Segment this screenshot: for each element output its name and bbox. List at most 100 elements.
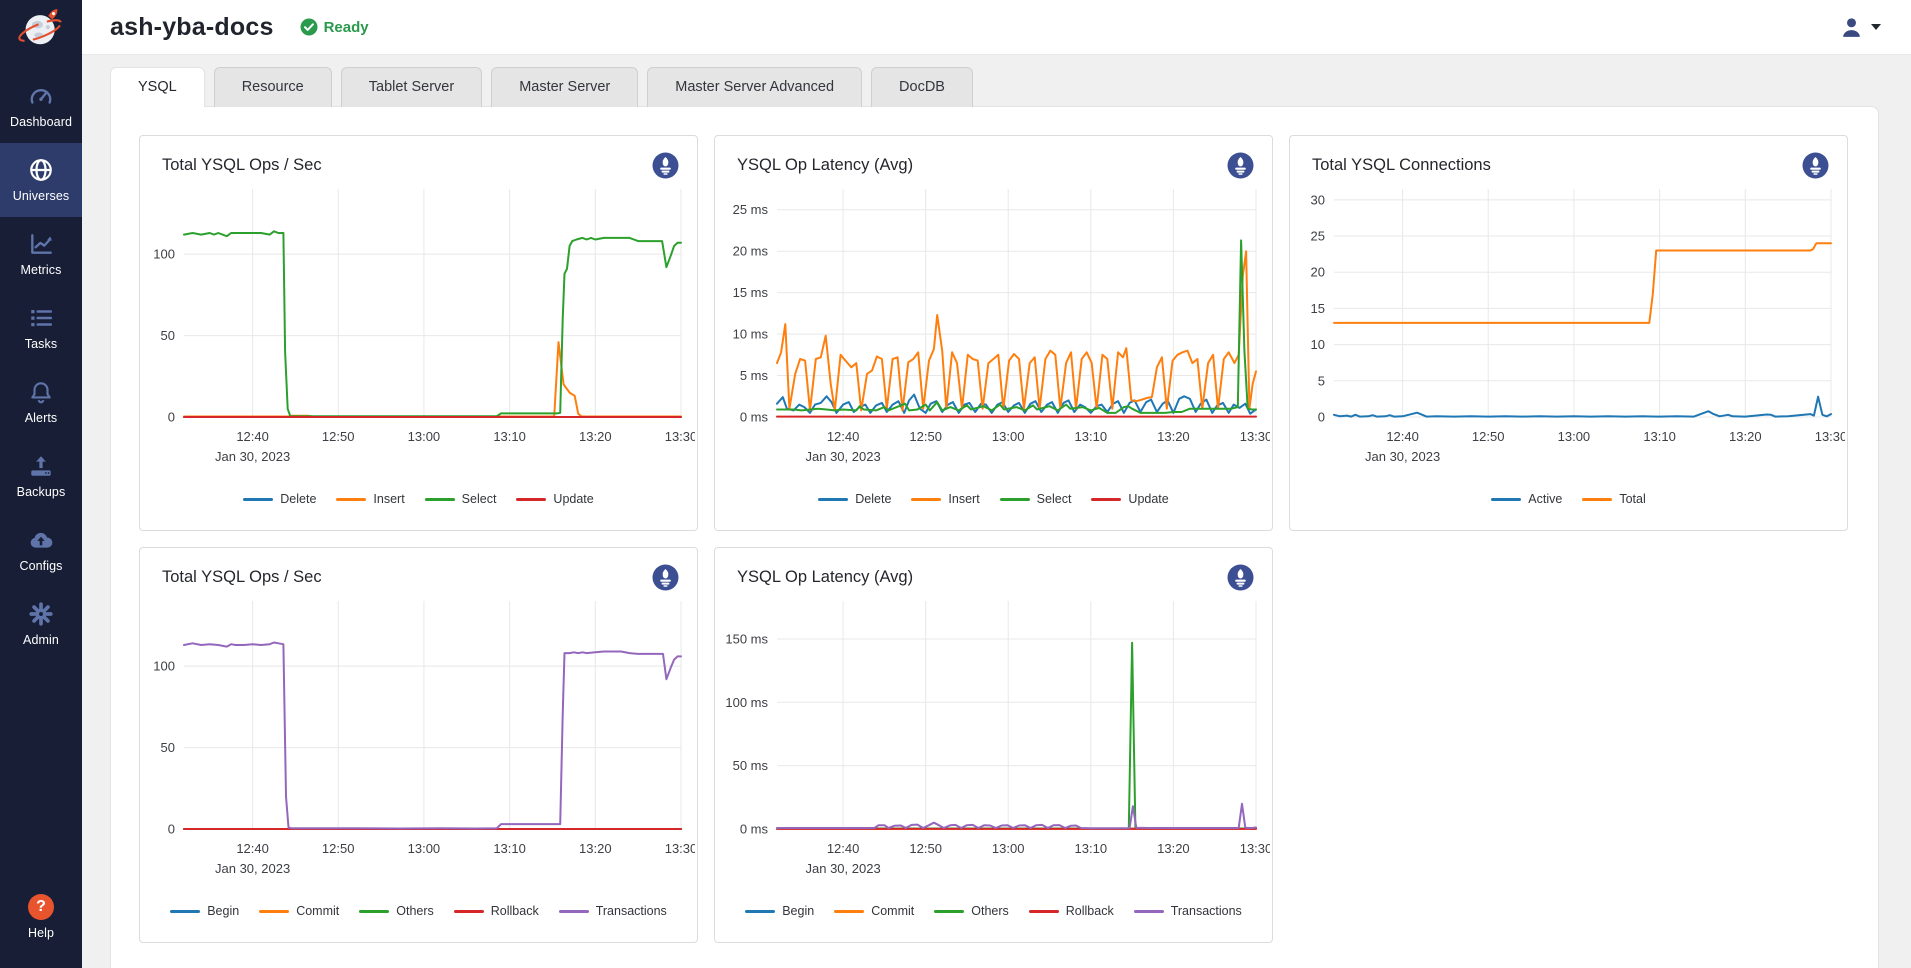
prometheus-icon[interactable]	[1227, 152, 1254, 179]
legend-item-delete[interactable]: Delete	[818, 492, 891, 506]
svg-text:20 ms: 20 ms	[733, 244, 769, 259]
bell-icon	[28, 379, 54, 405]
chart-title: Total YSQL Ops / Sec	[162, 156, 322, 175]
legend-item-active[interactable]: Active	[1491, 492, 1562, 506]
sidebar-item-backups[interactable]: Backups	[0, 439, 82, 513]
legend-item-begin[interactable]: Begin	[745, 904, 814, 918]
sidebar-nav: Dashboard Universes Metrics	[0, 69, 82, 661]
svg-text:13:00: 13:00	[992, 841, 1025, 856]
svg-text:15 ms: 15 ms	[733, 285, 769, 300]
prometheus-icon[interactable]	[652, 152, 679, 179]
svg-text:25: 25	[1311, 229, 1325, 244]
sidebar-item-tasks[interactable]: Tasks	[0, 291, 82, 365]
prometheus-icon[interactable]	[652, 564, 679, 591]
legend-item-begin[interactable]: Begin	[170, 904, 239, 918]
svg-text:50: 50	[161, 328, 175, 343]
prometheus-icon[interactable]	[1227, 564, 1254, 591]
status-badge: Ready	[300, 18, 369, 36]
legend-item-others[interactable]: Others	[934, 904, 1009, 918]
globe-rocket-logo-icon	[15, 4, 67, 52]
page-title: ash-yba-docs	[110, 13, 274, 42]
svg-text:13:10: 13:10	[493, 841, 526, 856]
tab-master-server[interactable]: Master Server	[491, 67, 638, 107]
svg-text:10: 10	[1311, 337, 1325, 352]
sidebar-item-label: Backups	[17, 485, 66, 499]
legend-item-transactions[interactable]: Transactions	[1134, 904, 1242, 918]
legend-item-update[interactable]: Update	[1091, 492, 1168, 506]
legend-item-rollback[interactable]: Rollback	[454, 904, 539, 918]
svg-text:13:10: 13:10	[1643, 429, 1676, 444]
svg-text:5: 5	[1318, 373, 1325, 388]
svg-text:13:00: 13:00	[408, 841, 441, 856]
legend-item-commit[interactable]: Commit	[259, 904, 339, 918]
tab-master-server-advanced[interactable]: Master Server Advanced	[647, 67, 862, 107]
question-icon: ?	[28, 894, 54, 920]
svg-text:12:40: 12:40	[236, 429, 269, 444]
line-chart: 05010012:4012:5013:0013:1013:2013:30Jan …	[140, 181, 697, 482]
svg-text:13:10: 13:10	[1075, 841, 1108, 856]
tab-ysql[interactable]: YSQL	[110, 67, 205, 107]
chart-legend: Delete Insert Select Update	[140, 482, 697, 516]
sidebar: Dashboard Universes Metrics	[0, 0, 82, 968]
svg-text:13:10: 13:10	[1075, 429, 1108, 444]
svg-text:100: 100	[153, 659, 175, 674]
globe-icon	[28, 157, 54, 183]
app-logo[interactable]	[0, 0, 82, 55]
line-chart: 0 ms50 ms100 ms150 ms12:4012:5013:0013:1…	[715, 593, 1272, 894]
sidebar-item-label: Configs	[19, 559, 62, 573]
tab-tablet-server[interactable]: Tablet Server	[341, 67, 482, 107]
sidebar-item-metrics[interactable]: Metrics	[0, 217, 82, 291]
svg-text:13:30: 13:30	[665, 429, 695, 444]
legend-item-commit[interactable]: Commit	[834, 904, 914, 918]
legend-item-others[interactable]: Others	[359, 904, 434, 918]
content-panel: Total YSQL Ops / Sec 0 50 100 12:40 12:50 13:…	[110, 106, 1879, 968]
chevron-down-icon	[1871, 24, 1881, 30]
user-icon	[1839, 15, 1864, 40]
svg-text:10 ms: 10 ms	[733, 327, 769, 342]
chart-card-ysql-op-latency: YSQL Op Latency (Avg) 0 ms5 ms10 ms15 ms…	[714, 135, 1273, 531]
legend-item-select[interactable]: Select	[1000, 492, 1072, 506]
chart-card-ysql-op-latency-transactions: YSQL Op Latency (Avg) 0 ms50 ms100 ms150…	[714, 547, 1273, 943]
user-menu[interactable]	[1839, 15, 1881, 40]
chart-title: Total YSQL Connections	[1312, 156, 1491, 175]
line-chart: 0 ms5 ms10 ms15 ms20 ms25 ms12:4012:5013…	[715, 181, 1272, 482]
chart-title: YSQL Op Latency (Avg)	[737, 568, 913, 587]
chart-card-total-ysql-ops-transactions: Total YSQL Ops / Sec 05010012:4012:5013:…	[139, 547, 698, 943]
legend-item-rollback[interactable]: Rollback	[1029, 904, 1114, 918]
legend-item-insert[interactable]: Insert	[336, 492, 404, 506]
tab-docdb[interactable]: DocDB	[871, 67, 973, 107]
svg-text:13:10: 13:10	[493, 429, 526, 444]
svg-text:100: 100	[153, 247, 175, 262]
sidebar-item-admin[interactable]: Admin	[0, 587, 82, 661]
tab-resource[interactable]: Resource	[214, 67, 332, 107]
svg-text:13:00: 13:00	[992, 429, 1025, 444]
svg-text:Jan 30, 2023: Jan 30, 2023	[215, 861, 290, 876]
sidebar-item-help[interactable]: ? Help	[0, 880, 82, 954]
svg-text:Jan 30, 2023: Jan 30, 2023	[1365, 449, 1440, 464]
chart-legend: Active Total	[1290, 482, 1847, 516]
sidebar-item-dashboard[interactable]: Dashboard	[0, 69, 82, 143]
sidebar-item-configs[interactable]: Configs	[0, 513, 82, 587]
legend-item-update[interactable]: Update	[516, 492, 593, 506]
prometheus-icon[interactable]	[1802, 152, 1829, 179]
svg-text:0: 0	[168, 822, 175, 837]
sidebar-item-alerts[interactable]: Alerts	[0, 365, 82, 439]
svg-text:13:30: 13:30	[1240, 429, 1270, 444]
svg-text:20: 20	[1311, 265, 1325, 280]
svg-text:12:50: 12:50	[322, 841, 355, 856]
sidebar-item-universes[interactable]: Universes	[0, 143, 82, 217]
legend-item-select[interactable]: Select	[425, 492, 497, 506]
legend-item-transactions[interactable]: Transactions	[559, 904, 667, 918]
sidebar-item-label: Tasks	[25, 337, 57, 351]
svg-text:30: 30	[1311, 192, 1325, 207]
svg-text:13:20: 13:20	[579, 429, 612, 444]
svg-text:13:20: 13:20	[1157, 429, 1190, 444]
svg-text:50: 50	[161, 740, 175, 755]
svg-text:13:30: 13:30	[1815, 429, 1845, 444]
legend-item-insert[interactable]: Insert	[911, 492, 979, 506]
legend-item-total[interactable]: Total	[1582, 492, 1645, 506]
svg-text:100 ms: 100 ms	[725, 695, 768, 710]
svg-text:12:40: 12:40	[827, 841, 860, 856]
sidebar-item-label: Dashboard	[10, 115, 72, 129]
legend-item-delete[interactable]: Delete	[243, 492, 316, 506]
